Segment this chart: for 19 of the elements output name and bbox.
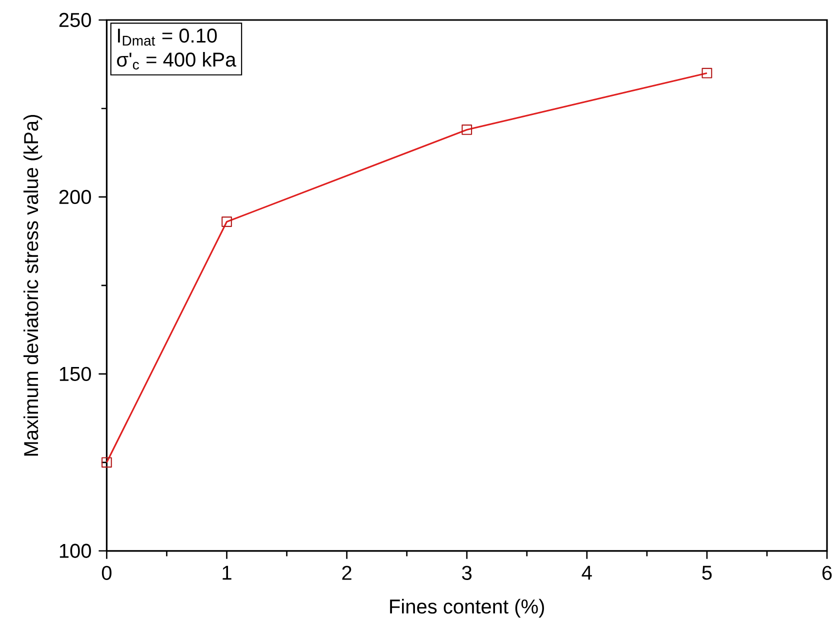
y-tick-label: 200 bbox=[59, 190, 91, 204]
x-tick-label: 3 bbox=[462, 566, 472, 580]
x-tick-label: 5 bbox=[702, 566, 712, 580]
x-tick-label: 1 bbox=[222, 566, 232, 580]
y-tick-label: 150 bbox=[60, 366, 91, 382]
annotation: σ'$_{c}$ = 400 kPa bbox=[117, 52, 236, 70]
x-tick-label: 4 bbox=[582, 566, 592, 580]
x-tick-label: 0 bbox=[102, 566, 112, 580]
y-tick-label: 100 bbox=[60, 544, 91, 558]
point bbox=[702, 68, 712, 78]
point bbox=[462, 124, 472, 135]
annotation: I$_{Dmat}$ = 0.10 bbox=[118, 28, 217, 46]
x-axis-title: Fines content (%) bbox=[390, 598, 544, 618]
x-tick-label: 6 bbox=[822, 566, 832, 580]
point bbox=[102, 457, 112, 468]
x-tick-label: 2 bbox=[342, 566, 352, 580]
y-axis-title: Maximum deviatoric stress value (kPa) bbox=[23, 114, 42, 456]
point bbox=[222, 216, 232, 227]
y-tick-label: 250 bbox=[59, 12, 91, 28]
